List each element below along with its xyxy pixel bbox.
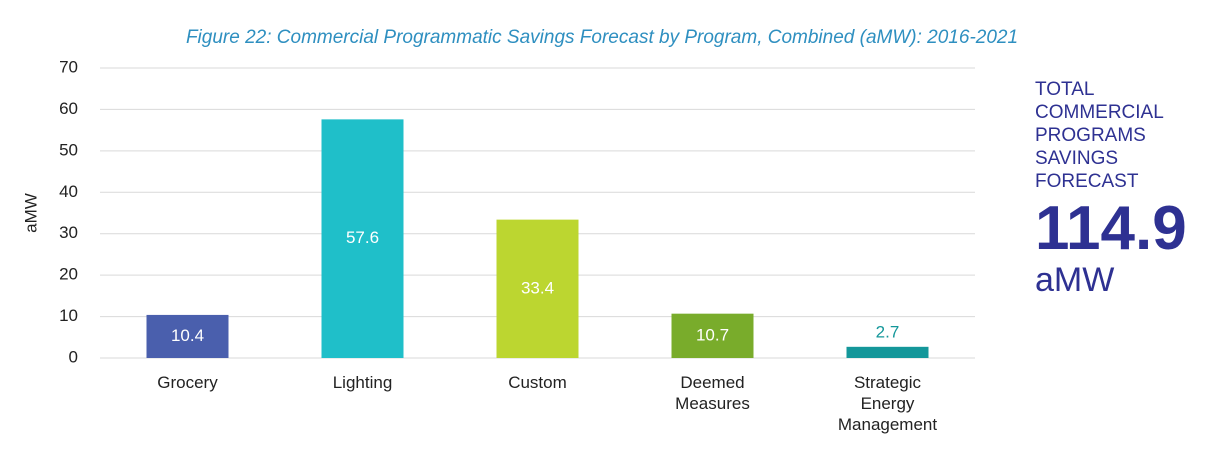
- y-tick-label: 50: [59, 140, 78, 159]
- total-value: 114.9: [1035, 194, 1187, 263]
- y-axis-label: aMW: [21, 193, 40, 233]
- x-tick-label: Strategic Energy Management: [837, 373, 938, 434]
- data-label: 33.4: [521, 278, 554, 297]
- bar: [846, 346, 929, 358]
- y-tick-label: 40: [59, 182, 78, 201]
- total-label: TOTAL COMMERCIAL PROGRAMS SAVINGS FORECA…: [1035, 79, 1164, 192]
- y-tick-label: 70: [59, 57, 78, 76]
- bar: [496, 219, 579, 358]
- x-tick-label: Grocery: [157, 373, 218, 392]
- y-tick-label: 30: [59, 223, 78, 242]
- y-tick-label: 20: [59, 265, 78, 284]
- data-label: 10.7: [696, 325, 729, 344]
- bar: [671, 313, 754, 358]
- y-tick-label: 60: [59, 99, 78, 118]
- bar: [146, 314, 229, 358]
- chart-title: Figure 22: Commercial Programmatic Savin…: [186, 27, 1018, 48]
- total-panel: TOTAL COMMERCIAL PROGRAMS SAVINGS FORECA…: [1035, 78, 1215, 299]
- data-label: 10.4: [171, 326, 204, 345]
- data-label: 2.7: [876, 322, 900, 341]
- bar: [321, 119, 404, 358]
- y-tick-label: 0: [69, 347, 78, 366]
- x-tick-label: Custom: [508, 373, 567, 392]
- y-tick-label: 10: [59, 306, 78, 325]
- x-tick-label: Deemed Measures: [675, 373, 750, 413]
- data-label: 57.6: [346, 228, 379, 247]
- x-tick-label: Lighting: [332, 373, 393, 392]
- total-unit: aMW: [1035, 261, 1115, 299]
